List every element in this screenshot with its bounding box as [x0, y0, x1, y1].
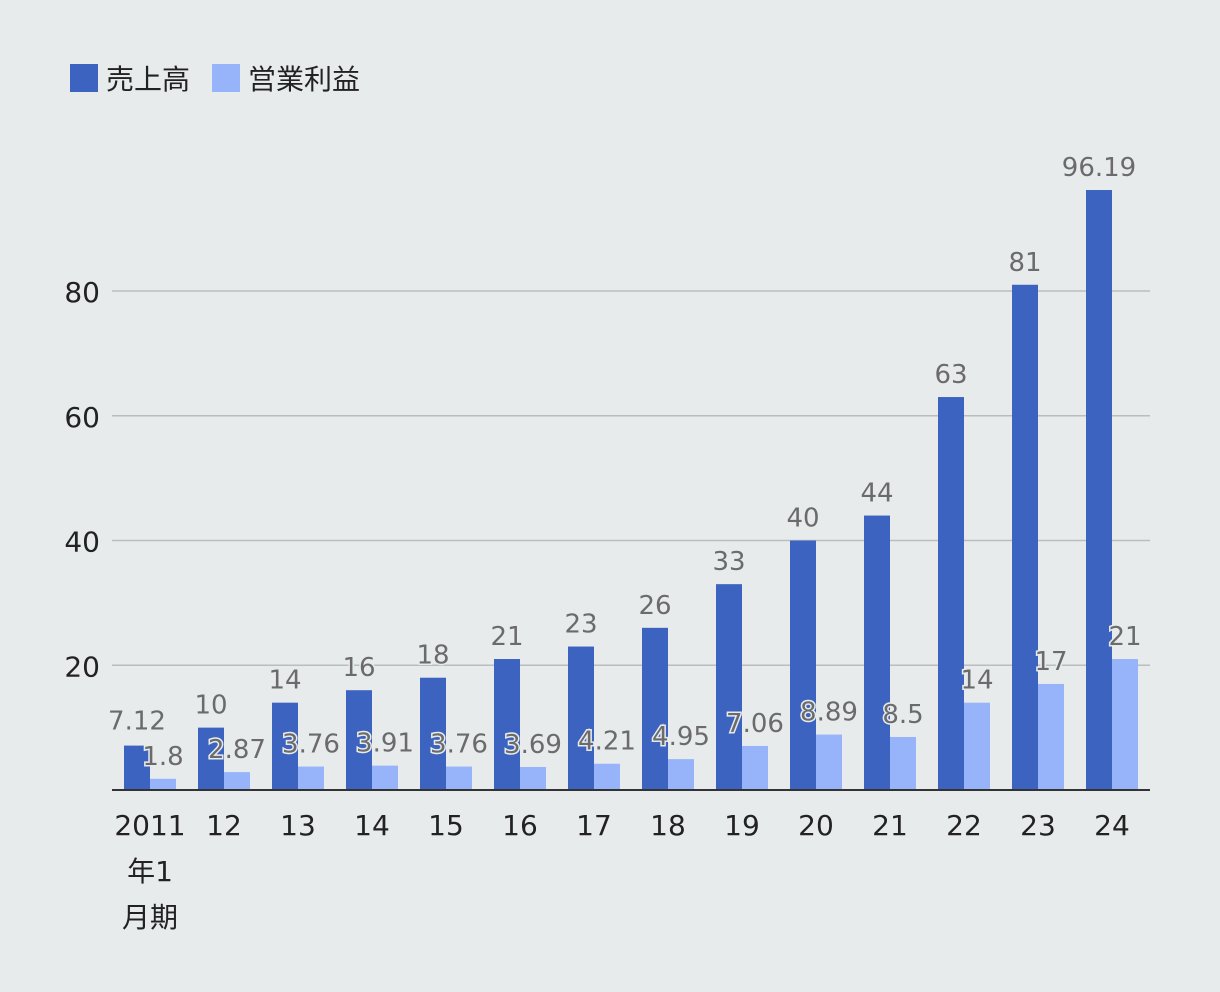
bar-sales [124, 745, 150, 790]
bar-sales [346, 690, 372, 790]
data-label-sales: 21 [490, 622, 523, 652]
bar-sales [864, 515, 890, 790]
x-tick-label: 12 [206, 809, 242, 842]
data-label-operating-profit: 3.91 [356, 729, 414, 759]
bar-operating-profit [742, 745, 768, 790]
bar-sales [568, 646, 594, 790]
bar-sales [1012, 284, 1038, 790]
y-tick-label: 80 [64, 276, 100, 309]
data-label-operating-profit: 7.06 [726, 709, 784, 739]
bar-operating-profit [594, 763, 620, 790]
x-tick-label: 14 [354, 809, 390, 842]
bar-operating-profit [446, 766, 472, 790]
y-tick-label: 40 [64, 526, 100, 559]
data-label-sales: 63 [934, 360, 967, 390]
bar-operating-profit [1112, 659, 1138, 790]
x-tick-label: 2011 年1 月期 [114, 809, 185, 934]
legend-label-operating-profit: 営業利益 [248, 63, 361, 96]
data-label-sales: 44 [860, 479, 893, 509]
bar-sales [198, 727, 224, 790]
x-tick-label: 18 [650, 809, 686, 842]
data-label-sales: 33 [712, 547, 745, 577]
data-label-operating-profit: 3.69 [504, 730, 562, 760]
bar-sales [642, 627, 668, 790]
legend-label-sales: 売上高 [106, 63, 191, 96]
data-label-sales: 18 [416, 641, 449, 671]
bar-operating-profit [964, 702, 990, 790]
x-tick-label: 16 [502, 809, 538, 842]
data-label-sales: 81 [1008, 248, 1041, 278]
x-tick-label: 20 [798, 809, 834, 842]
data-label-operating-profit: 21 [1108, 622, 1141, 652]
x-tick-label: 22 [946, 809, 982, 842]
data-label-operating-profit: 3.76 [282, 730, 340, 760]
bar-sales [272, 702, 298, 790]
bar-operating-profit [890, 736, 916, 790]
data-label-sales: 23 [564, 610, 597, 640]
x-tick-label: 24 [1094, 809, 1130, 842]
bar-sales [938, 397, 964, 790]
bar-operating-profit [520, 766, 546, 790]
y-tick-label: 20 [64, 650, 100, 683]
data-label-operating-profit: 2.87 [208, 735, 266, 765]
data-label-sales: 14 [268, 666, 301, 696]
data-label-operating-profit: 17 [1034, 647, 1067, 677]
legend-swatch-sales [70, 64, 98, 92]
data-label-sales: 10 [194, 691, 227, 721]
bar-operating-profit [224, 772, 250, 790]
bar-sales [1086, 190, 1112, 790]
data-label-sales: 40 [786, 504, 819, 534]
bar-operating-profit [816, 734, 842, 790]
data-label-operating-profit: 3.76 [430, 730, 488, 760]
bar-sales [494, 659, 520, 790]
legend: 売上高 営業利益 [70, 58, 382, 98]
bar-sales [790, 540, 816, 790]
data-label-operating-profit: 4.21 [578, 727, 636, 757]
legend-item-sales: 売上高 [70, 58, 190, 98]
x-tick-label: 19 [724, 809, 760, 842]
data-label-operating-profit: 4.95 [652, 722, 710, 752]
y-tick-label: 60 [64, 401, 100, 434]
x-tick-label: 21 [872, 809, 908, 842]
data-label-operating-profit: 8.89 [800, 698, 858, 728]
bar-operating-profit [150, 778, 176, 790]
data-label-sales: 26 [638, 591, 671, 621]
x-tick-label: 13 [280, 809, 316, 842]
x-tick-label: 23 [1020, 809, 1056, 842]
data-label-sales: 16 [342, 653, 375, 683]
bar-operating-profit [372, 765, 398, 790]
bar-operating-profit [668, 759, 694, 790]
legend-swatch-operating-profit [212, 64, 241, 92]
bar-operating-profit [298, 766, 324, 790]
bar-sales [420, 677, 446, 790]
data-label-operating-profit: 1.8 [142, 742, 183, 772]
data-label-operating-profit: 14 [960, 666, 993, 696]
x-tick-label: 15 [428, 809, 464, 842]
legend-item-operating-profit: 営業利益 [212, 58, 360, 98]
x-tick-label: 17 [576, 809, 612, 842]
data-label-operating-profit: 8.5 [882, 700, 923, 730]
bar-sales [716, 584, 742, 790]
bar-operating-profit [1038, 683, 1064, 790]
data-label-sales: 96.19 [1062, 153, 1136, 183]
data-label-sales: 7.12 [108, 707, 166, 737]
